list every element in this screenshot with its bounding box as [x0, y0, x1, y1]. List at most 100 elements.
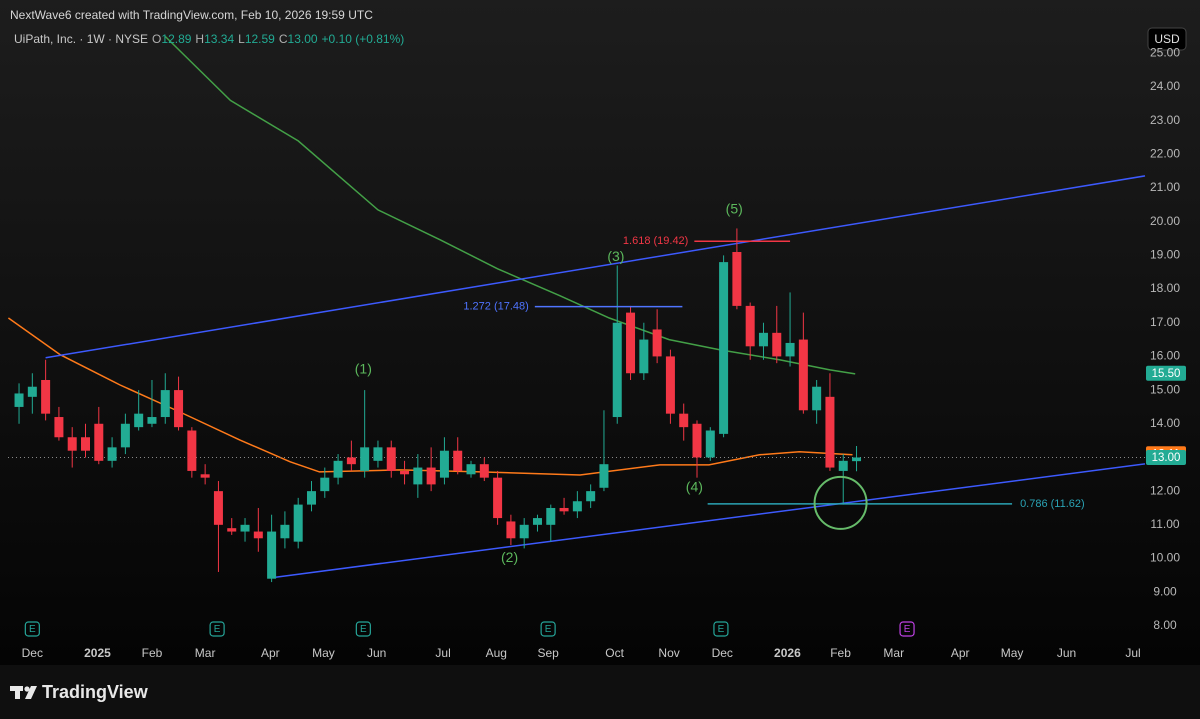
earnings-label: E — [360, 624, 367, 635]
wave-label: (5) — [726, 201, 743, 217]
candle-body — [626, 312, 636, 374]
candle-body — [453, 450, 463, 471]
earnings-marker — [899, 621, 915, 637]
y-tick-label: 10.00 — [1150, 551, 1180, 565]
candle-body — [200, 474, 210, 478]
candle-body — [532, 518, 542, 525]
logo-icon — [10, 686, 37, 699]
fib-label: 1.618 (19.42) — [623, 235, 688, 247]
candle-body — [652, 329, 662, 357]
x-tick-label: Jun — [1057, 646, 1076, 660]
x-tick-label: May — [1001, 646, 1024, 660]
candle-body — [81, 437, 91, 451]
y-tick-label: 8.00 — [1153, 618, 1177, 632]
candle-body — [253, 531, 263, 539]
earnings-marker — [24, 621, 40, 637]
candle-body — [54, 417, 64, 438]
candle-body — [639, 339, 649, 374]
earnings-label: E — [718, 624, 725, 635]
candle-body — [852, 457, 862, 462]
legend-value: 12.89 — [161, 32, 192, 46]
candle-body — [413, 467, 423, 485]
earnings-label: E — [214, 624, 221, 635]
earnings-label: E — [904, 624, 911, 635]
y-tick-label: 11.00 — [1150, 517, 1179, 531]
candle-body — [240, 524, 250, 532]
candle-body — [67, 437, 77, 451]
legend-value: 13.00 — [287, 32, 318, 46]
candle-body — [94, 423, 104, 461]
y-tick-label: 20.00 — [1150, 214, 1180, 228]
x-tick-label: May — [312, 646, 335, 660]
candle-body — [160, 390, 170, 418]
trendline — [45, 175, 1146, 359]
candle-body — [426, 467, 436, 485]
wave-label: (3) — [607, 248, 624, 264]
candle-body — [174, 390, 184, 428]
chart-background — [0, 0, 1200, 665]
candle-body — [134, 413, 144, 428]
legend: UiPath, Inc. · 1W · NYSE O12.89 H13.34 L12.… — [14, 32, 404, 46]
price-badge-label: 13.00 — [1152, 452, 1181, 464]
currency-button[interactable] — [1147, 27, 1187, 51]
x-tick-label: Dec — [22, 646, 43, 660]
legend-key: H — [195, 32, 205, 46]
candle-body — [506, 521, 516, 539]
footer — [0, 665, 1200, 719]
x-tick-label: Feb — [142, 646, 163, 660]
y-tick-label: 12.00 — [1150, 483, 1180, 497]
candle-body — [293, 504, 303, 542]
legend-key: O — [152, 32, 162, 46]
candle-body — [280, 524, 290, 539]
candle-body — [360, 447, 370, 471]
legend-value: 12.59 — [244, 32, 275, 46]
candle-body — [572, 501, 582, 512]
trendline — [271, 463, 1146, 579]
x-tick-label: Mar — [195, 646, 216, 660]
candle-body — [14, 393, 24, 407]
x-tick-label: 2026 — [774, 646, 801, 660]
x-tick-label: Aug — [486, 646, 507, 660]
candle-body — [187, 430, 197, 471]
candle-body — [213, 491, 223, 525]
candle-body — [41, 379, 51, 414]
candle-body — [838, 460, 848, 471]
candle-body — [267, 531, 277, 579]
candle-body — [493, 477, 503, 519]
candle-body — [147, 417, 157, 424]
candle-body — [798, 339, 808, 411]
y-tick-label: 9.00 — [1153, 584, 1177, 598]
wave-label: (2) — [501, 549, 518, 565]
earnings-marker — [209, 621, 225, 637]
x-tick-label: Oct — [605, 646, 624, 660]
earnings-label: E — [545, 624, 552, 635]
x-tick-label: Mar — [883, 646, 904, 660]
earnings-label: E — [29, 624, 36, 635]
candle-body — [692, 423, 702, 458]
candle-body — [546, 507, 556, 525]
candle-body — [373, 447, 383, 461]
legend-key: L — [238, 32, 245, 46]
candle-body — [665, 356, 675, 414]
candle-body — [386, 447, 396, 471]
x-tick-label: Jul — [1125, 646, 1140, 660]
candle-body — [519, 524, 529, 539]
candle-body — [612, 322, 622, 418]
y-tick-label: 21.00 — [1150, 180, 1180, 194]
candle-body — [107, 447, 117, 461]
legend-value: 13.34 — [204, 32, 235, 46]
candle-body — [812, 386, 822, 411]
attribution: NextWave6 created with TradingView.com, … — [10, 8, 373, 22]
y-tick-label: 19.00 — [1150, 248, 1180, 262]
price-badge — [1146, 365, 1186, 381]
y-tick-label: 23.00 — [1150, 113, 1180, 127]
candle-body — [320, 477, 330, 492]
y-tick-label: 17.00 — [1150, 315, 1180, 329]
x-tick-label: Nov — [658, 646, 679, 660]
candle-body — [825, 396, 835, 468]
legend-change: +0.10 (+0.81%) — [321, 32, 405, 46]
candle-body — [27, 386, 37, 397]
currency[interactable]: USD — [1154, 32, 1180, 46]
candle-body — [559, 507, 569, 512]
candle-body — [120, 423, 130, 448]
